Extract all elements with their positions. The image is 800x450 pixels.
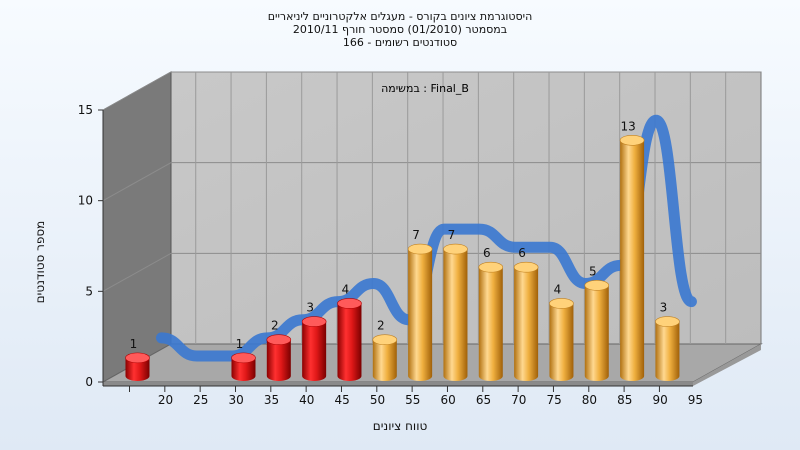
y-tick-label: 10 bbox=[78, 194, 93, 208]
bar-body bbox=[584, 285, 609, 382]
chart-title: היסטוגרמת ציונים בקורס - מעגלים אלקטרוני… bbox=[0, 10, 800, 49]
bar-value-label: 4 bbox=[554, 282, 562, 296]
bar-body bbox=[337, 303, 362, 382]
title-line-1: היסטוגרמת ציונים בקורס - מעגלים אלקטרוני… bbox=[267, 10, 533, 23]
histogram-bar bbox=[443, 243, 468, 382]
histogram-bar bbox=[478, 261, 504, 382]
bar-top bbox=[513, 261, 539, 273]
x-tick-label: 35 bbox=[264, 393, 279, 407]
histogram-bar bbox=[513, 261, 539, 382]
y-tick-label: 0 bbox=[85, 375, 93, 389]
bar-body bbox=[302, 321, 327, 382]
bar-top bbox=[231, 352, 256, 364]
bar-top bbox=[372, 334, 398, 346]
bar-value-label: 6 bbox=[483, 246, 491, 260]
bar-body bbox=[478, 267, 503, 382]
title-line-3: סטודנטים רשומים - 166 bbox=[342, 36, 458, 49]
bar-value-label: 1 bbox=[130, 337, 138, 351]
bar-top bbox=[125, 352, 150, 364]
task-label: במשימה : Final_B bbox=[381, 82, 469, 95]
x-tick-label: 60 bbox=[440, 393, 455, 407]
bar-top bbox=[407, 243, 433, 255]
x-tick-label: 20 bbox=[158, 393, 173, 407]
histogram-bar bbox=[125, 352, 150, 382]
y-tick-label: 5 bbox=[85, 284, 93, 298]
bar-value-label: 2 bbox=[271, 319, 279, 333]
bar-value-label: 4 bbox=[342, 282, 350, 296]
y-axis-label: מספר סטודנטים bbox=[33, 220, 47, 304]
grid-line bbox=[102, 162, 761, 202]
x-tick-label: 70 bbox=[511, 393, 526, 407]
x-tick-label: 30 bbox=[229, 393, 244, 407]
histogram-bar bbox=[301, 316, 327, 382]
x-tick-label: 85 bbox=[617, 393, 632, 407]
bar-value-label: 1 bbox=[236, 337, 244, 351]
histogram-bar bbox=[549, 298, 574, 382]
title-line-2: במסמטר (01/2010) סמסטר חורף 2010/11 bbox=[292, 23, 508, 36]
x-axis-label: טווח ציונים bbox=[372, 419, 428, 433]
grid-line bbox=[102, 71, 761, 111]
bar-top bbox=[301, 316, 327, 327]
bar-body bbox=[372, 339, 397, 382]
histogram-bar bbox=[337, 298, 362, 382]
bar-body bbox=[266, 339, 291, 382]
bar-value-label: 2 bbox=[377, 319, 385, 333]
histogram-bar bbox=[655, 316, 680, 382]
bar-top bbox=[478, 261, 504, 273]
bar-top bbox=[549, 298, 574, 309]
histogram-bar bbox=[584, 280, 610, 382]
bar-top bbox=[619, 134, 645, 146]
bar-value-label: 3 bbox=[306, 301, 314, 315]
histogram-bar bbox=[407, 243, 433, 382]
bar-top bbox=[584, 280, 610, 291]
bar-body bbox=[408, 249, 433, 382]
x-tick-label: 55 bbox=[405, 393, 420, 407]
histogram-bar bbox=[266, 334, 292, 382]
bar-body bbox=[514, 267, 539, 382]
bar-top bbox=[337, 298, 362, 309]
bar-top bbox=[443, 243, 468, 255]
bar-body bbox=[125, 357, 150, 382]
bar-top bbox=[266, 334, 292, 346]
histogram-bar bbox=[231, 352, 256, 382]
y-tick-label: 15 bbox=[78, 103, 93, 117]
x-tick-label: 50 bbox=[370, 393, 385, 407]
histogram-bar bbox=[372, 334, 398, 382]
x-tick-label: 80 bbox=[582, 393, 597, 407]
bar-value-label: 5 bbox=[589, 264, 597, 278]
x-tick-label: 25 bbox=[193, 393, 208, 407]
bar-value-label: 7 bbox=[448, 228, 456, 242]
x-tick-label: 95 bbox=[688, 393, 703, 407]
bar-body bbox=[655, 321, 680, 382]
x-tick-label: 90 bbox=[652, 393, 667, 407]
floor-side bbox=[693, 344, 761, 386]
bar-value-label: 13 bbox=[620, 119, 635, 133]
x-tick-label: 40 bbox=[299, 393, 314, 407]
histogram-bar bbox=[619, 134, 645, 382]
floor-edge bbox=[103, 382, 693, 386]
x-tick-label: 75 bbox=[546, 393, 561, 407]
bar-value-label: 3 bbox=[660, 301, 668, 315]
bar-body bbox=[443, 249, 468, 382]
x-tick-label: 65 bbox=[476, 393, 491, 407]
bar-value-label: 7 bbox=[412, 228, 420, 242]
bar-top bbox=[655, 316, 680, 327]
bar-body bbox=[231, 357, 256, 382]
x-tick-label: 45 bbox=[335, 393, 350, 407]
bar-value-label: 6 bbox=[518, 246, 526, 260]
bar-body bbox=[620, 140, 645, 382]
bar-body bbox=[549, 303, 574, 382]
